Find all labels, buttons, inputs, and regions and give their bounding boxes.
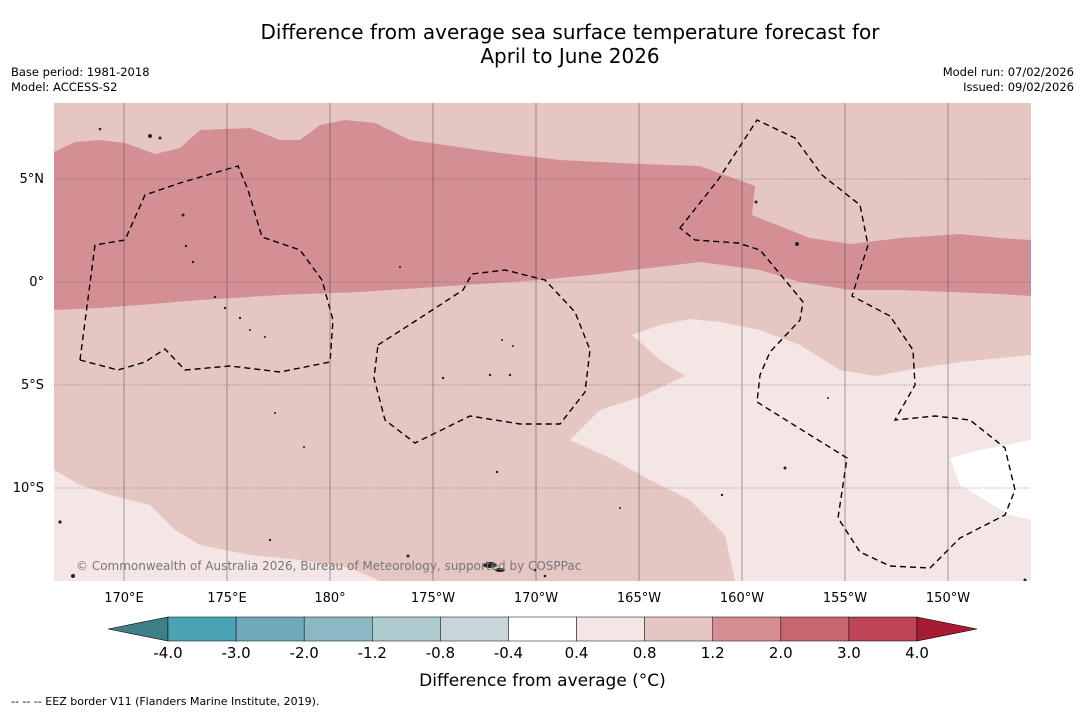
meridians (123, 103, 949, 581)
lon-label: 175°E (207, 591, 247, 606)
colorbar-tick-label: 4.0 (905, 644, 929, 662)
colorbar-tick-label: -3.0 (221, 644, 250, 662)
eez-border-tuvalu (79, 165, 334, 373)
colorbar-label: Difference from average (°C) (419, 671, 666, 691)
colorbar-extend-low (107, 616, 169, 642)
colorbar: -4.0 -3.0 -2.0 -1.2 -0.8 -0.4 0.4 0.8 1.2 2.0 3.0 4… (107, 616, 978, 662)
model-run: Model run: 07/02/2026 (942, 65, 1074, 79)
lat-label: 10°S (13, 481, 44, 496)
lon-label: 165°W (617, 591, 661, 606)
colorbar-tick-label: 3.0 (837, 644, 861, 662)
colorbar-tick-label: -2.0 (290, 644, 319, 662)
colorbar-tick-label: -0.8 (426, 644, 455, 662)
lon-labels: 170°E 175°E 180° 175°W 170°W 165°W 160°W… (104, 591, 970, 606)
anomaly-region-1.2-2.0 (54, 120, 1031, 310)
issued-date: Issued: 09/02/2026 (963, 80, 1074, 94)
colorbar-segment (440, 616, 509, 642)
anomaly-region-neutral (950, 440, 1031, 520)
anomaly-region-0.4-0.8-southwest (54, 470, 380, 581)
colorbar-segment (848, 616, 918, 642)
colorbar-tick-label: -4.0 (153, 644, 182, 662)
chart-title: Difference from average sea surface temp… (0, 20, 1085, 68)
lon-label: 170°E (104, 591, 144, 606)
run-info: Model run: 07/02/2026 Issued: 09/02/2026 (943, 65, 1074, 95)
lat-label: 0° (29, 275, 44, 290)
colorbar-segment (712, 616, 782, 642)
colorbar-segment (576, 616, 645, 642)
colorbar-segment (372, 616, 441, 642)
title-line-1: Difference from average sea surface temp… (260, 20, 880, 44)
model-name: Model: ACCESS-S2 (11, 80, 118, 94)
model-info: Base period: 1981-2018 Model: ACCESS-S2 (11, 65, 150, 95)
base-period: Base period: 1981-2018 (11, 65, 150, 79)
colorbar-segment (780, 616, 850, 642)
colorbar-segment (235, 616, 305, 642)
colorbar-tick-label: 0.8 (633, 644, 657, 662)
lon-label: 155°W (823, 591, 867, 606)
lat-label: 5°S (21, 378, 44, 393)
eez-border-line-islands (679, 119, 1016, 569)
lon-label: 160°W (720, 591, 764, 606)
anomaly-region-0.4-0.8-east (570, 319, 1031, 581)
lat-labels: 5°N 0° 5°S 10°S (13, 172, 44, 496)
colorbar-tick-label: 0.4 (565, 644, 589, 662)
colorbar-tick-label: -1.2 (358, 644, 387, 662)
colorbar-segment (644, 616, 713, 642)
gridlines (54, 178, 1031, 489)
colorbar-segment (167, 616, 237, 642)
colorbar-segment (508, 616, 577, 642)
colorbar-tick-label: -0.4 (494, 644, 523, 662)
islands (58, 127, 1027, 581)
copyright-text: © Commonwealth of Australia 2026, Bureau… (76, 559, 581, 573)
lat-label: 5°N (20, 172, 45, 187)
lon-label: 175°W (411, 591, 455, 606)
colorbar-tick-label: 2.0 (769, 644, 793, 662)
title-line-2: April to June 2026 (480, 44, 660, 68)
colorbar-extend-high (916, 616, 978, 642)
eez-footnote: -- -- -- EEZ border V11 (Flanders Marine… (11, 695, 320, 708)
colorbar-segment (303, 616, 373, 642)
lon-label: 150°W (926, 591, 970, 606)
lon-label: 180° (314, 591, 345, 606)
colorbar-tick-label: 1.2 (701, 644, 725, 662)
lon-label: 170°W (514, 591, 558, 606)
